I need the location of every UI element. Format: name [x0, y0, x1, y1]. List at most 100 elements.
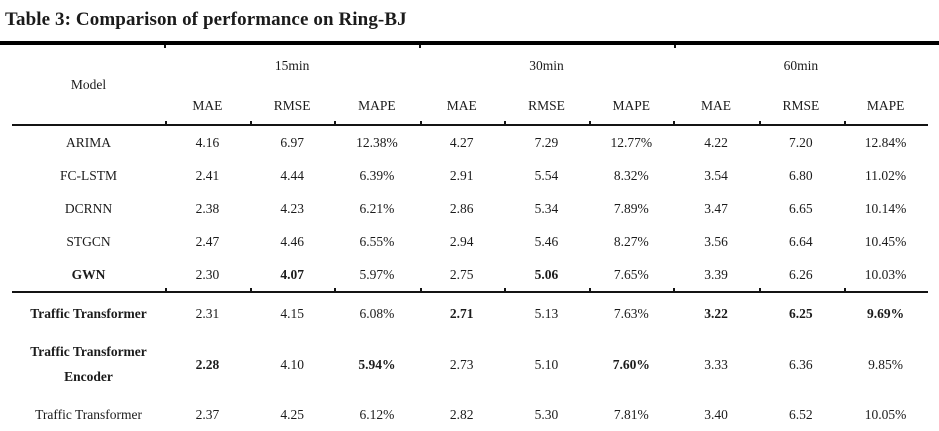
column-header-mae: MAE — [192, 97, 223, 113]
metric-cell: 2.75 — [449, 266, 474, 282]
metric-cell: 6.52 — [789, 407, 813, 422]
group-header-60min: 60min — [783, 58, 819, 73]
metric-cell: 2.47 — [195, 233, 220, 249]
column-header-mae: MAE — [446, 97, 477, 113]
metric-cell: 7.60% — [612, 356, 650, 372]
metric-cell: 2.82 — [449, 407, 474, 422]
metric-cell: 4.16 — [195, 134, 220, 150]
metric-cell: 6.97 — [280, 134, 304, 150]
metric-cell: 4.22 — [704, 134, 728, 150]
metric-cell: 7.89% — [613, 200, 649, 216]
column-header-model: Model — [70, 76, 107, 92]
model-cell: ARIMA — [65, 134, 111, 150]
row-traffic-transformer-encoder: Traffic Transformer Encoder 2.28 4.10 5.… — [0, 335, 939, 394]
column-tick — [758, 288, 761, 291]
column-tick — [843, 121, 846, 124]
column-tick — [589, 288, 592, 291]
model-cell: Traffic Transformer — [30, 306, 147, 321]
column-tick — [164, 45, 167, 48]
metric-cell: 2.73 — [449, 356, 474, 372]
column-tick — [164, 121, 167, 124]
row-dcrnn: DCRNN 2.38 4.23 6.21% 2.86 5.34 7.89% 3.… — [0, 192, 939, 225]
metric-cell: 7.65% — [613, 266, 649, 282]
metric-cell: 3.54 — [704, 167, 728, 183]
column-tick — [673, 121, 676, 124]
table-header: Model 15min 30min 60min MAE RMSE MAPE MA… — [0, 45, 939, 124]
metric-cell: 2.37 — [195, 407, 220, 422]
column-tick — [758, 121, 761, 124]
metric-cell: 8.27% — [613, 233, 649, 249]
metric-cell: 3.39 — [704, 266, 728, 282]
row-fc-lstm: FC-LSTM 2.41 4.44 6.39% 2.91 5.54 8.32% … — [0, 159, 939, 192]
column-tick — [250, 288, 253, 291]
metric-cell: 2.28 — [195, 356, 220, 372]
metric-cell: 3.33 — [704, 356, 728, 372]
metric-cell: 6.08% — [359, 306, 395, 321]
metric-cell: 5.46 — [534, 233, 559, 249]
metric-cell: 2.91 — [449, 167, 474, 183]
metric-cell: 5.10 — [534, 356, 559, 372]
metric-cell: 2.41 — [195, 167, 220, 183]
metric-cell: 2.86 — [449, 200, 474, 216]
metric-cell: 2.38 — [195, 200, 220, 216]
metric-cell: 3.47 — [704, 200, 728, 216]
column-tick — [419, 288, 422, 291]
metric-cell: 2.94 — [449, 233, 474, 249]
metric-cell: 10.03% — [864, 266, 907, 282]
column-header-mae: MAE — [701, 97, 732, 113]
model-cell: Traffic Transformer — [35, 407, 142, 422]
column-tick — [673, 288, 676, 291]
metric-cell: 6.55% — [359, 233, 395, 249]
column-tick — [419, 121, 422, 124]
metric-cell: 9.85% — [868, 356, 904, 372]
metric-cell: 4.07 — [280, 266, 304, 282]
metric-cell: 4.23 — [280, 200, 304, 216]
metric-cell: 6.26 — [789, 266, 813, 282]
metric-cell: 12.84% — [864, 134, 907, 150]
column-header-rmse: RMSE — [782, 97, 820, 113]
column-tick — [843, 288, 846, 291]
metric-cell: 11.02% — [865, 167, 907, 183]
column-tick — [164, 288, 167, 291]
metric-cell: 2.71 — [449, 306, 474, 321]
metric-cell: 7.20 — [789, 134, 813, 150]
metric-cell: 8.32% — [613, 167, 649, 183]
model-cell: DCRNN — [64, 200, 113, 216]
row-stgcn: STGCN 2.47 4.46 6.55% 2.94 5.46 8.27% 3.… — [0, 225, 939, 258]
metric-cell: 3.56 — [704, 233, 728, 249]
row-traffic-transformer: Traffic Transformer 2.31 4.15 6.08% 2.71… — [0, 293, 939, 335]
metric-cell: 4.15 — [280, 306, 304, 321]
metric-cell: 6.64 — [789, 233, 813, 249]
metric-cell: 5.06 — [534, 266, 559, 282]
metric-cell: 6.80 — [789, 167, 813, 183]
model-cell: STGCN — [66, 233, 111, 249]
row-traffic-transformer-2: Traffic Transformer 2.37 4.25 6.12% 2.82… — [0, 394, 939, 431]
metric-cell: 4.46 — [280, 233, 304, 249]
header-rule — [12, 121, 928, 126]
column-tick — [334, 121, 337, 124]
metric-cell: 12.77% — [610, 134, 653, 150]
row-arima: ARIMA 4.16 6.97 12.38% 4.27 7.29 12.77% … — [0, 126, 939, 159]
column-header-mape: MAPE — [612, 97, 651, 113]
column-tick — [418, 45, 421, 48]
metric-cell: 3.22 — [704, 306, 728, 321]
row-gwn: GWN 2.30 4.07 5.97% 2.75 5.06 7.65% 3.39… — [0, 258, 939, 291]
metric-cell: 5.13 — [534, 306, 559, 321]
model-label-line2: Encoder — [64, 369, 113, 384]
metric-cell: 5.97% — [359, 266, 395, 282]
metric-cell: 6.21% — [359, 200, 395, 216]
section-rule — [12, 288, 928, 293]
group-header-15min: 15min — [274, 58, 310, 73]
metric-cell: 5.94% — [358, 356, 396, 372]
metric-cell: 10.45% — [864, 233, 907, 249]
metric-cell: 2.31 — [195, 306, 220, 321]
metric-cell: 5.30 — [534, 407, 559, 422]
column-header-rmse: RMSE — [528, 97, 565, 113]
metric-cell: 4.27 — [449, 134, 474, 150]
column-tick — [674, 45, 677, 48]
column-tick — [250, 121, 253, 124]
metric-cell: 12.38% — [356, 134, 398, 150]
model-cell: GWN — [71, 266, 106, 282]
metric-cell: 2.30 — [195, 266, 220, 282]
metric-cell: 6.36 — [789, 356, 813, 372]
